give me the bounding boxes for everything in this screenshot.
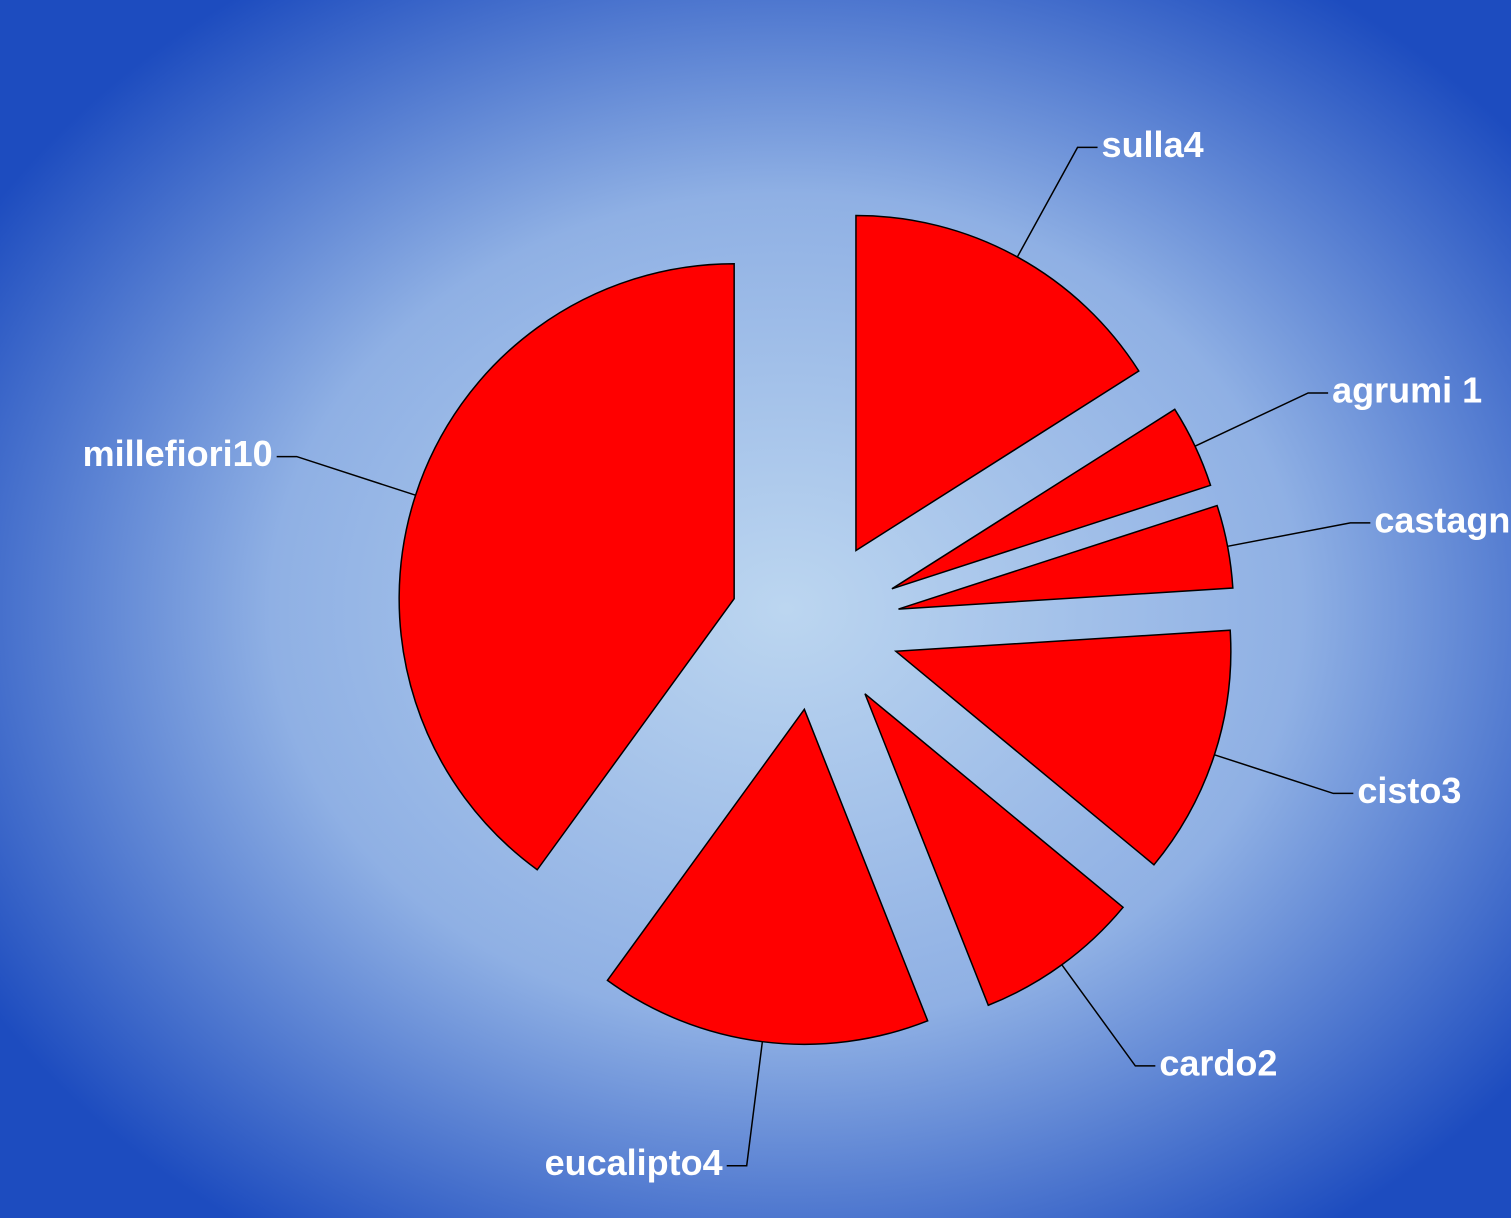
slice-label: sulla4 [1102, 124, 1204, 165]
pie-slice [864, 693, 1125, 1007]
leader-line [1061, 964, 1156, 1067]
leader-line [1194, 392, 1329, 447]
leader-line [276, 455, 416, 496]
pie-slice [398, 262, 735, 871]
slice-label: castagno1 [1374, 499, 1511, 540]
leader-line [726, 1041, 764, 1167]
pie-slice [893, 629, 1232, 866]
slice-label: agrumi 1 [1332, 369, 1482, 410]
pie-slice [891, 408, 1212, 590]
leader-line [1214, 754, 1354, 795]
leader-line [1016, 146, 1098, 258]
slice-label: millefiori10 [83, 433, 273, 474]
slice-label: cardo2 [1159, 1042, 1277, 1083]
pie-slice [898, 504, 1234, 610]
pie-slice [606, 707, 929, 1046]
pie-slice [855, 214, 1140, 552]
slice-label: cisto3 [1357, 770, 1461, 811]
leader-line [1227, 522, 1371, 548]
slice-label: eucalipto4 [545, 1142, 723, 1183]
